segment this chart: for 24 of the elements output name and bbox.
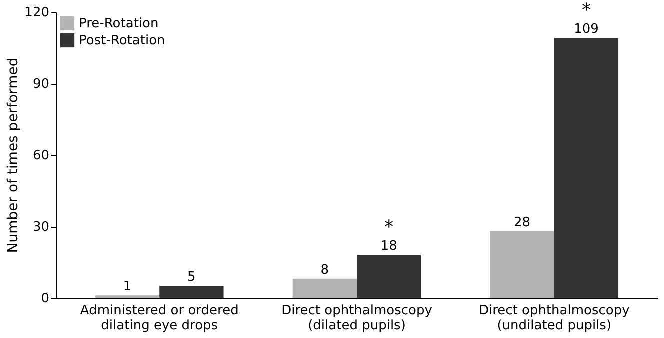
x-tick-label: Direct ophthalmoscopy (dilated pupils)	[282, 304, 433, 334]
bar	[554, 38, 619, 298]
data-label: 5	[188, 270, 196, 286]
data-label: 18	[380, 239, 398, 254]
legend-label: Pre-Rotation	[79, 16, 159, 32]
legend-label: Post-Rotation	[79, 34, 166, 48]
data-label: 1	[123, 280, 132, 295]
y-tick-label: 30	[32, 220, 50, 235]
data-label: 109	[574, 22, 599, 38]
annotation: *	[384, 217, 394, 238]
y-tick-label: 60	[32, 148, 50, 164]
data-label: 8	[320, 262, 330, 278]
bar	[490, 231, 554, 298]
x-tick-label: Direct ophthalmoscopy (undilated pupils)	[478, 304, 630, 334]
x-tick-label: Administered or ordered dilating eye drops	[80, 304, 239, 334]
y-tick-label: 0	[41, 292, 50, 306]
bar	[357, 255, 422, 298]
y-tick-label: 90	[32, 77, 50, 92]
y-tick-label: 120	[24, 6, 50, 20]
bar	[160, 286, 224, 298]
y-axis-title: Number of times performed	[6, 58, 22, 254]
bar	[292, 278, 357, 298]
data-label: 28	[514, 215, 531, 230]
annotation: *	[582, 0, 591, 22]
